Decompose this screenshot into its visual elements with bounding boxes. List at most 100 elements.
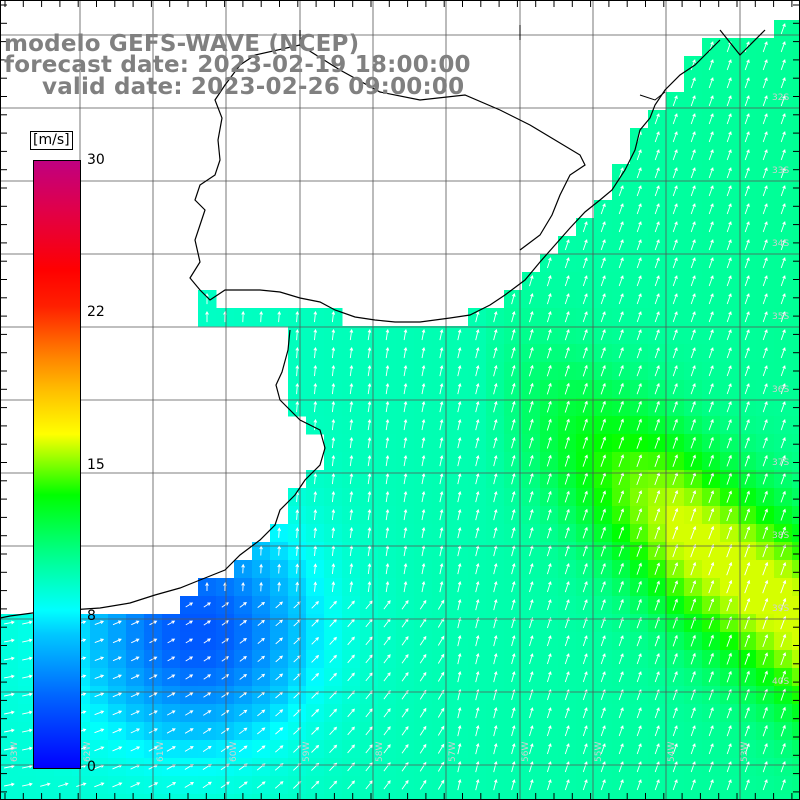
wind-arrow: [313, 509, 318, 521]
wind-arrow: [419, 653, 427, 664]
wind-arrow: [564, 653, 570, 665]
wind-arrow: [618, 185, 624, 197]
wind-arrow: [762, 706, 768, 719]
wind-arrow: [365, 636, 373, 646]
wind-arrow: [383, 744, 391, 754]
wind-arrow: [367, 454, 372, 467]
wind-arrow: [383, 636, 391, 646]
wind-arrow: [672, 293, 678, 305]
wind-arrow: [600, 257, 606, 269]
wind-arrow: [762, 779, 768, 791]
wind-cell: [162, 794, 181, 800]
wind-arrow: [690, 418, 696, 431]
wind-arrow: [780, 41, 786, 53]
wind-arrow: [654, 365, 660, 377]
lat-label: 40S: [772, 677, 789, 687]
wind-arrow: [385, 454, 390, 467]
wind-arrow: [600, 436, 606, 449]
wind-arrow: [493, 437, 498, 449]
wind-cell: [342, 794, 361, 800]
wind-arrow: [744, 670, 750, 683]
wind-arrow: [780, 77, 786, 89]
wind-arrow: [744, 329, 750, 341]
wind-arrow: [331, 400, 336, 413]
wind-arrow: [618, 257, 624, 269]
wind-arrow: [130, 782, 141, 788]
wind-arrow: [349, 581, 354, 593]
wind-arrow: [600, 364, 606, 377]
wind-arrow: [546, 761, 552, 773]
wind-arrow: [708, 436, 714, 449]
wind-arrow: [184, 782, 194, 788]
wind-arrow: [744, 113, 750, 125]
wind-arrow: [636, 365, 642, 377]
wind-arrow: [708, 347, 714, 359]
wind-arrow: [239, 602, 247, 608]
lon-label: 59W: [302, 742, 312, 762]
wind-arrow: [421, 580, 426, 593]
wind-arrow: [241, 310, 245, 323]
wind-arrow: [529, 562, 534, 575]
wind-arrow: [367, 400, 372, 413]
wind-arrow: [365, 654, 373, 664]
wind-arrow: [112, 782, 123, 788]
wind-arrow: [582, 490, 588, 503]
wind-arrow: [708, 779, 714, 791]
wind-arrow: [421, 472, 426, 485]
wind-arrow: [493, 382, 498, 395]
wind-arrow: [295, 400, 300, 413]
wind-arrow: [475, 598, 480, 611]
wind-arrow: [726, 275, 732, 287]
wind-arrow: [475, 670, 480, 683]
wind-arrow: [762, 761, 768, 773]
wind-arrow: [367, 563, 372, 575]
colorbar-units: [m/s]: [30, 131, 73, 150]
wind-cell: [18, 794, 37, 800]
wind-arrow: [546, 526, 552, 539]
wind-arrow: [708, 580, 715, 594]
wind-arrow: [529, 526, 534, 539]
wind-arrow: [385, 508, 390, 521]
wind-arrow: [546, 581, 552, 593]
wind-arrow: [475, 490, 480, 503]
wind-arrow: [564, 257, 570, 269]
wind-cell: [792, 542, 800, 561]
wind-cell: [432, 794, 451, 800]
wind-arrow: [744, 779, 750, 791]
wind-arrow: [238, 781, 248, 789]
wind-arrow: [726, 508, 733, 522]
wind-arrow: [654, 311, 660, 323]
wind-arrow: [708, 743, 714, 755]
wind-arrow: [672, 707, 678, 719]
wind-arrow: [600, 347, 606, 359]
wind-arrow: [421, 364, 426, 377]
wind-arrow: [421, 508, 426, 521]
wind-arrow: [780, 185, 786, 197]
wind-arrow: [636, 293, 642, 305]
lat-label: 35S: [772, 312, 789, 322]
wind-arrow: [564, 725, 570, 737]
wind-arrow: [708, 59, 714, 71]
wind-arrow: [582, 418, 588, 431]
wind-arrow: [94, 620, 105, 626]
wind-arrow: [780, 401, 786, 413]
wind-arrow: [564, 310, 570, 323]
wind-cell: [792, 326, 800, 345]
wind-arrow: [762, 149, 768, 161]
wind-cell: [792, 74, 800, 93]
wind-arrow: [403, 455, 408, 467]
wind-arrow: [493, 562, 498, 575]
title-model: modelo GEFS-WAVE (NCEP): [4, 31, 360, 57]
wind-arrow: [636, 562, 642, 575]
wind-arrow: [349, 436, 354, 449]
wind-arrow: [690, 347, 696, 359]
wind-arrow: [401, 726, 409, 736]
wind-arrow: [564, 418, 570, 431]
wind-arrow: [564, 707, 570, 719]
lon-label: 57W: [448, 742, 458, 762]
wind-arrow: [511, 671, 516, 683]
wind-arrow: [726, 561, 733, 576]
wind-arrow: [690, 149, 696, 161]
wind-arrow: [511, 400, 516, 413]
wind-arrow: [618, 635, 624, 647]
